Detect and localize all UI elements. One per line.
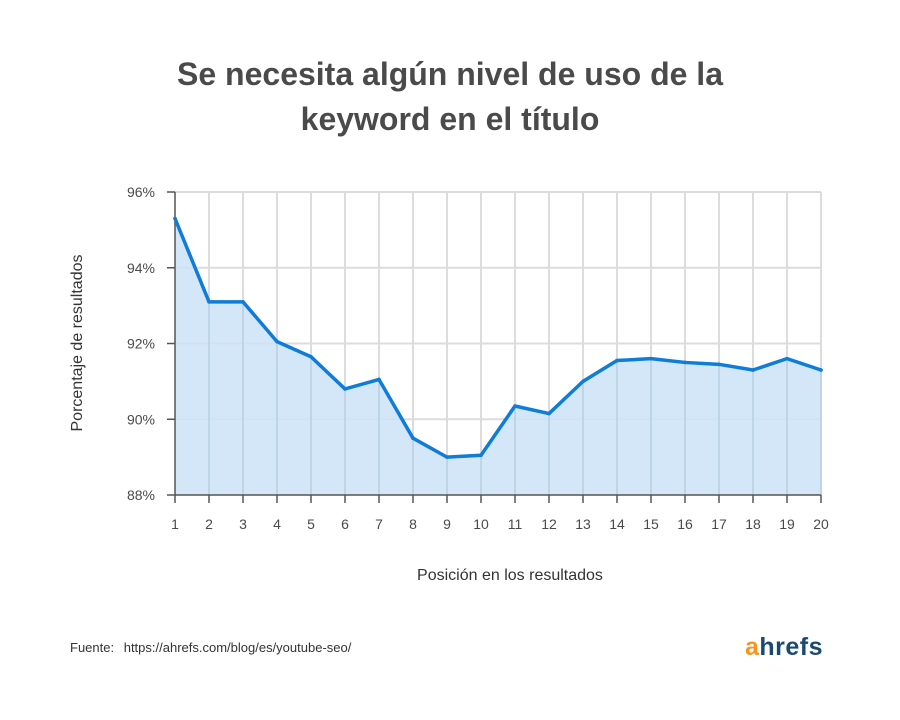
data-point <box>649 356 653 361</box>
x-tick-label: 12 <box>541 516 557 532</box>
logo-text: hrefs <box>759 633 824 661</box>
x-tick-label: 4 <box>273 516 281 532</box>
data-point <box>717 362 721 367</box>
area-fill <box>175 218 821 495</box>
x-tick-label: 9 <box>443 516 451 532</box>
x-tick-label: 5 <box>307 516 315 532</box>
y-tick-label: 90% <box>127 411 155 427</box>
data-point <box>377 377 381 382</box>
x-tick-label: 8 <box>409 516 417 532</box>
data-point <box>241 300 245 304</box>
data-point <box>751 368 755 372</box>
series-line <box>173 216 823 459</box>
x-tick-label: 7 <box>375 516 383 532</box>
data-point <box>819 368 823 372</box>
source-label: Fuente: <box>70 640 115 655</box>
x-tick-label: 16 <box>677 516 693 532</box>
data-point <box>173 216 177 221</box>
x-tick-label: 17 <box>711 516 727 532</box>
x-axis-label: Posición en los resultados <box>417 567 603 584</box>
x-tick-label: 15 <box>643 516 659 532</box>
x-tick-label: 2 <box>205 516 213 532</box>
y-tick-label: 92% <box>127 336 155 352</box>
x-tick-label: 3 <box>239 516 247 532</box>
y-tick-label: 94% <box>127 260 155 276</box>
y-axis-label: Porcentaje de resultados <box>69 255 86 432</box>
x-tick-label: 14 <box>609 516 625 532</box>
data-point <box>479 453 483 458</box>
data-point <box>445 455 449 459</box>
data-point <box>547 411 551 416</box>
source-note: Fuente: https://ahrefs.com/blog/es/youtu… <box>70 640 351 655</box>
data-point <box>207 300 211 304</box>
data-point <box>411 436 415 440</box>
x-tick-label: 13 <box>575 516 591 532</box>
data-point <box>513 404 517 408</box>
data-point <box>309 354 313 359</box>
data-point <box>615 358 619 363</box>
x-tick-label: 19 <box>779 516 795 532</box>
data-point <box>683 360 687 365</box>
chart-title-line-2: keyword en el título <box>300 101 600 137</box>
x-tick-label: 6 <box>341 516 349 532</box>
data-point <box>343 387 347 391</box>
y-tick-label: 88% <box>127 487 155 503</box>
data-point <box>581 379 585 384</box>
ahrefs-logo: ahrefs <box>745 633 823 662</box>
x-tick-label: 1 <box>171 516 179 532</box>
source-url: https://ahrefs.com/blog/es/youtube-seo/ <box>123 640 352 655</box>
logo-letter-a: a <box>745 633 760 661</box>
x-tick-label: 18 <box>745 516 761 532</box>
data-point <box>785 356 789 361</box>
x-tick-label: 11 <box>508 516 523 532</box>
chart-title: Se necesita algún nivel de uso de la key… <box>0 52 900 142</box>
x-tick-label: 10 <box>473 516 489 532</box>
y-tick-label: 96% <box>127 184 155 200</box>
x-tick-label: 20 <box>813 516 829 532</box>
data-point <box>275 339 279 344</box>
chart-title-line-1: Se necesita algún nivel de uso de la <box>177 56 723 92</box>
